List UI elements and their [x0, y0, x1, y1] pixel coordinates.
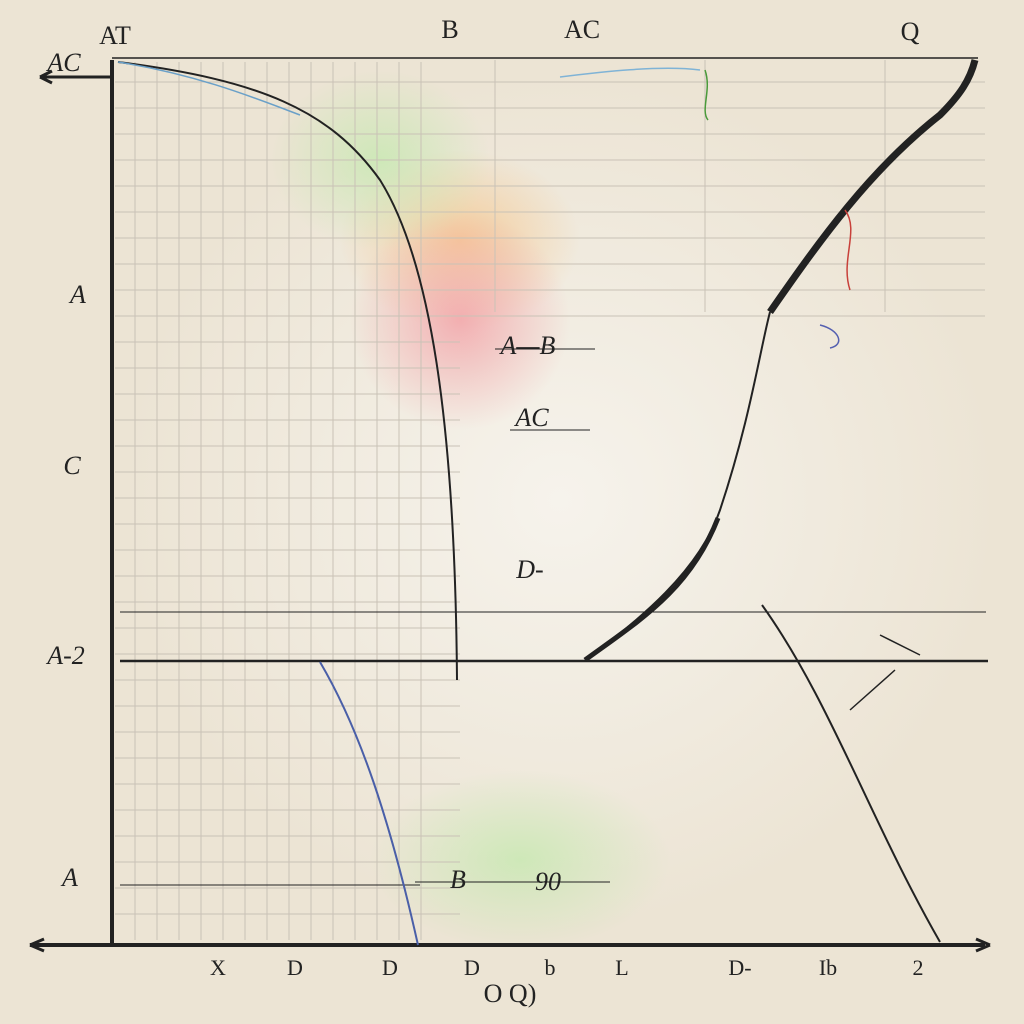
- annotation: A—B: [499, 331, 556, 360]
- top-label: Q: [901, 17, 920, 46]
- glow: [350, 210, 570, 430]
- glow: [370, 770, 670, 950]
- left-label: AC: [45, 48, 81, 77]
- annotation: B: [450, 865, 466, 894]
- x-label: D: [382, 955, 398, 980]
- left-label: A: [60, 863, 78, 892]
- annotation: AC: [513, 403, 549, 432]
- top-label: AT: [99, 21, 131, 50]
- grid: [115, 60, 985, 940]
- x-label: L: [615, 955, 628, 980]
- x-label: Ib: [819, 955, 837, 980]
- left-label: A: [68, 280, 86, 309]
- axes: [29, 57, 991, 953]
- top-label: AC: [564, 15, 600, 44]
- caption: O Q): [484, 979, 537, 1008]
- x-label: X: [210, 955, 226, 980]
- x-label: D-: [728, 955, 751, 980]
- annotation: D-: [515, 555, 543, 584]
- x-label: D: [464, 955, 480, 980]
- x-label: b: [545, 955, 556, 980]
- x-label: D: [287, 955, 303, 980]
- left-label: A-2: [45, 641, 85, 670]
- annotation: 90: [535, 867, 561, 896]
- top-label: B: [441, 15, 458, 44]
- left-label: C: [63, 451, 81, 480]
- glow: [120, 70, 1000, 930]
- x-label: 2: [913, 955, 924, 980]
